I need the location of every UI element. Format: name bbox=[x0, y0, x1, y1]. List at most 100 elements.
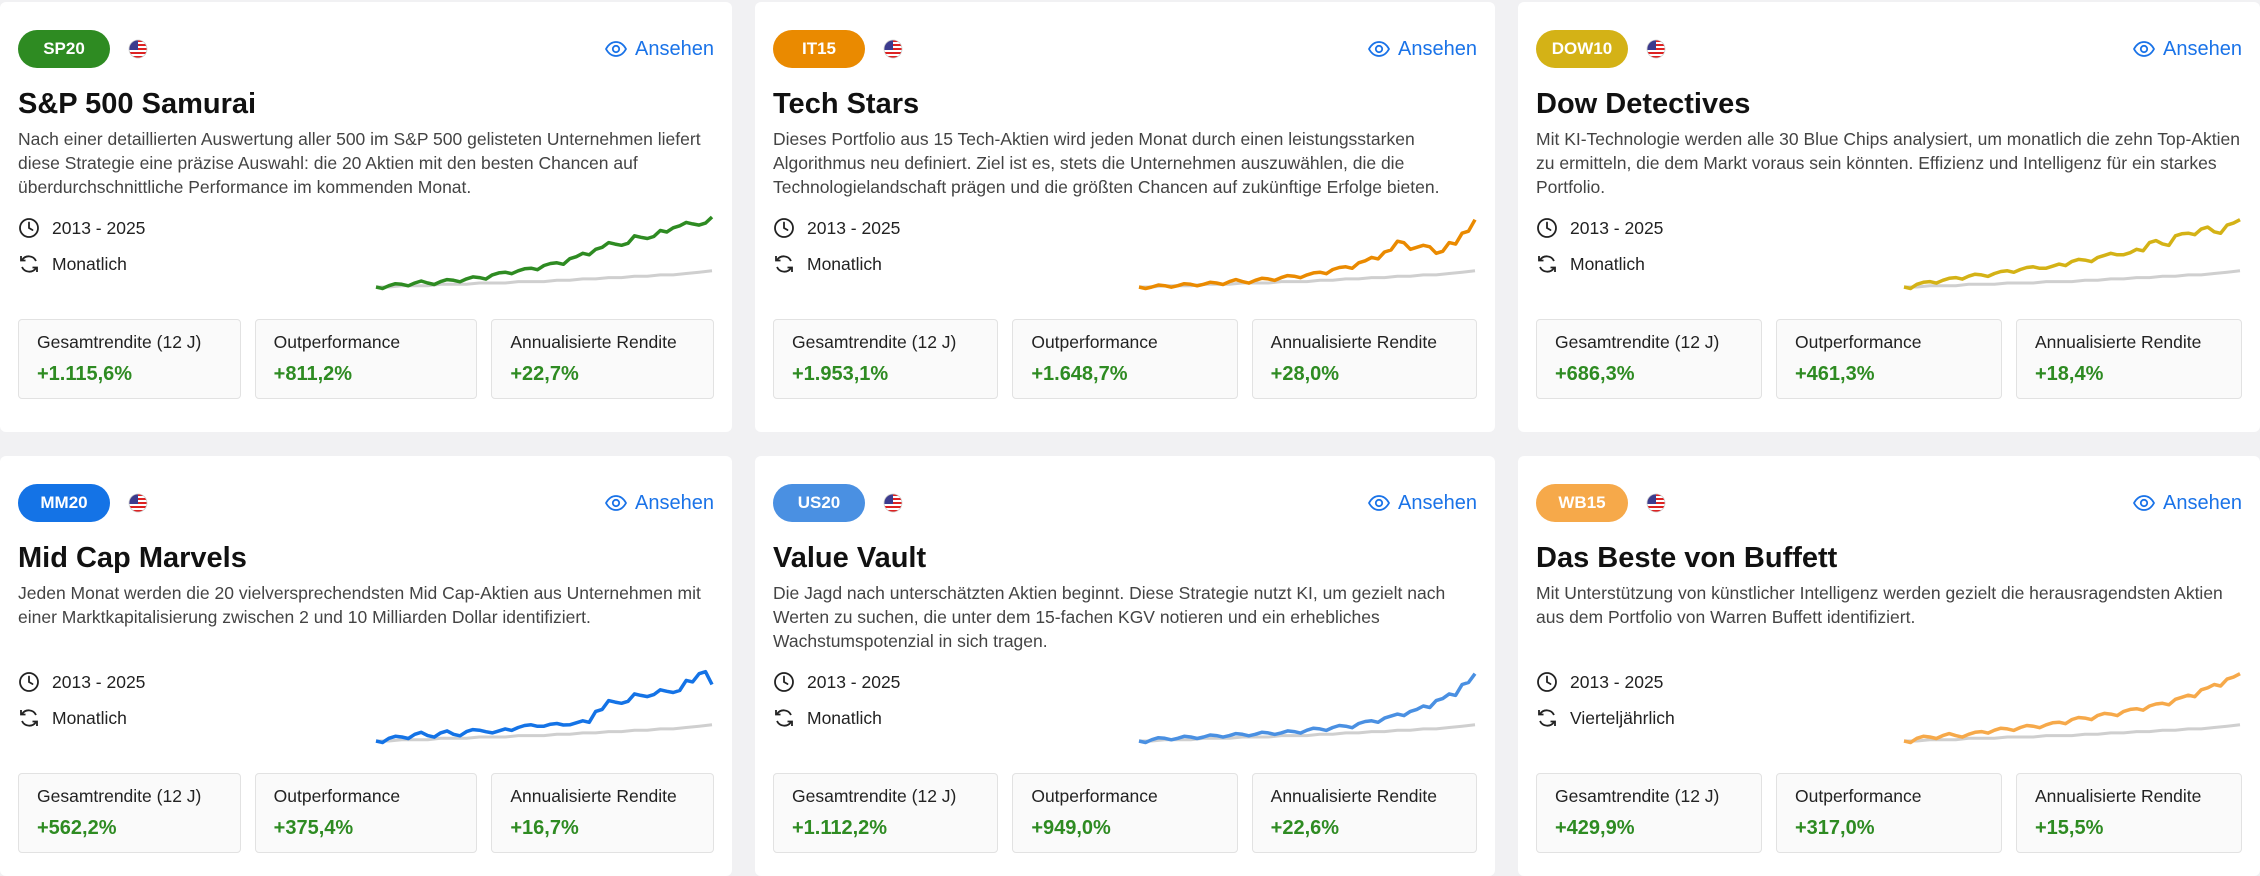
portfolio-description: Mit Unterstützung von künstlicher Intell… bbox=[1536, 583, 2223, 627]
stat-value: +15,5% bbox=[2035, 817, 2104, 839]
portfolio-line bbox=[1138, 218, 1477, 291]
view-button[interactable]: Ansehen bbox=[2133, 38, 2242, 61]
performance-sparkline bbox=[1138, 672, 1477, 745]
portfolio-badge: WB15 bbox=[1536, 484, 1628, 522]
stats-row: Gesamtrendite (12 J) +1.953,1% Outperfor… bbox=[773, 319, 1477, 399]
stat-total-return: Gesamtrendite (12 J) +1.953,1% bbox=[773, 319, 999, 399]
portfolio-description: Die Jagd nach unterschätzten Aktien begi… bbox=[773, 583, 1446, 651]
performance-sparkline bbox=[375, 215, 714, 291]
period-row: 2013 - 2025 bbox=[1536, 667, 2242, 697]
eye-icon bbox=[1368, 495, 1391, 511]
stats-row: Gesamtrendite (12 J) +686,3% Outperforma… bbox=[1536, 319, 2242, 399]
stat-annualized-return: Annualisierte Rendite +16,7% bbox=[491, 773, 715, 853]
stat-total-return: Gesamtrendite (12 J) +1.112,2% bbox=[773, 773, 999, 853]
stat-outperformance: Outperformance +317,0% bbox=[1776, 773, 2002, 853]
period-row: 2013 - 2025 bbox=[1536, 213, 2242, 243]
period-row: 2013 - 2025 bbox=[18, 667, 714, 697]
view-button[interactable]: Ansehen bbox=[605, 38, 714, 61]
stat-annualized-return: Annualisierte Rendite +22,7% bbox=[491, 319, 715, 399]
stat-label: Outperformance bbox=[273, 786, 401, 806]
portfolio-card-dow10: DOW10 Ansehen bbox=[1518, 2, 2260, 432]
stat-label: Annualisierte Rendite bbox=[2035, 332, 2202, 352]
card-header: IT15 Ansehen bbox=[773, 30, 1477, 68]
stat-label: Gesamtrendite (12 J) bbox=[37, 332, 202, 352]
stat-outperformance: Outperformance +1.648,7% bbox=[1012, 319, 1238, 399]
clock-icon bbox=[1537, 218, 1557, 238]
stat-label: Gesamtrendite (12 J) bbox=[1555, 786, 1720, 806]
stat-value: +686,3% bbox=[1555, 363, 1635, 385]
stat-value: +1.115,6% bbox=[37, 363, 133, 385]
portfolio-line bbox=[1138, 672, 1477, 745]
stat-outperformance: Outperformance +811,2% bbox=[254, 319, 478, 399]
us-flag-icon bbox=[1646, 493, 1666, 513]
frequency-row: Vierteljährlich bbox=[1536, 703, 2242, 733]
frequency-text: Monatlich bbox=[807, 707, 882, 728]
stat-total-return: Gesamtrendite (12 J) +1.115,6% bbox=[18, 319, 241, 399]
stat-label: Outperformance bbox=[1031, 786, 1158, 806]
clock-icon bbox=[19, 218, 39, 238]
portfolio-badge: SP20 bbox=[18, 30, 110, 68]
frequency-row: Monatlich bbox=[773, 703, 1477, 733]
period-row: 2013 - 2025 bbox=[773, 667, 1477, 697]
performance-sparkline bbox=[1138, 218, 1477, 291]
portfolio-title: S&P 500 Samurai bbox=[18, 88, 257, 120]
period-text: 2013 - 2025 bbox=[52, 217, 146, 238]
card-header: US20 Ansehen bbox=[773, 484, 1477, 522]
view-label: Ansehen bbox=[635, 491, 714, 514]
stat-value: +562,2% bbox=[37, 817, 117, 839]
performance-sparkline bbox=[375, 669, 714, 745]
view-button[interactable]: Ansehen bbox=[1368, 492, 1477, 515]
card-meta: 2013 - 2025 Monatlich bbox=[18, 667, 714, 757]
view-button[interactable]: Ansehen bbox=[2133, 492, 2242, 515]
portfolio-card-it15: IT15 Ansehen bbox=[755, 2, 1495, 432]
frequency-text: Vierteljährlich bbox=[1570, 707, 1675, 728]
stat-label: Annualisierte Rendite bbox=[1270, 786, 1438, 806]
stat-label: Annualisierte Rendite bbox=[1270, 332, 1438, 352]
eye-icon bbox=[605, 495, 628, 511]
portfolio-line bbox=[375, 215, 714, 291]
stat-total-return: Gesamtrendite (12 J) +562,2% bbox=[18, 773, 241, 853]
eye-icon bbox=[2133, 495, 2156, 511]
portfolio-line bbox=[1903, 218, 2241, 291]
us-flag-icon bbox=[883, 39, 903, 59]
card-header: WB15 Ansehen bbox=[1536, 484, 2242, 522]
stat-label: Outperformance bbox=[1795, 786, 1922, 806]
stat-total-return: Gesamtrendite (12 J) +429,9% bbox=[1536, 773, 1762, 853]
card-meta: 2013 - 2025 Vierteljährlich bbox=[1536, 667, 2242, 757]
eye-icon bbox=[2133, 41, 2156, 57]
frequency-row: Monatlich bbox=[18, 703, 714, 733]
benchmark-line bbox=[376, 723, 713, 743]
card-header: DOW10 Ansehen bbox=[1536, 30, 2242, 68]
portfolio-line bbox=[375, 669, 714, 745]
stat-label: Gesamtrendite (12 J) bbox=[792, 786, 957, 806]
stats-row: Gesamtrendite (12 J) +429,9% Outperforma… bbox=[1536, 773, 2242, 853]
view-button[interactable]: Ansehen bbox=[605, 492, 714, 515]
stat-annualized-return: Annualisierte Rendite +28,0% bbox=[1251, 319, 1477, 399]
stat-value: +375,4% bbox=[273, 817, 354, 839]
stat-outperformance: Outperformance +949,0% bbox=[1012, 773, 1238, 853]
stat-label: Gesamtrendite (12 J) bbox=[792, 332, 957, 352]
card-meta: 2013 - 2025 Monatlich bbox=[1536, 213, 2242, 303]
portfolio-description: Dieses Portfolio aus 15 Tech-Aktien wird… bbox=[773, 129, 1440, 197]
portfolio-title: Value Vault bbox=[773, 542, 927, 574]
stat-outperformance: Outperformance +375,4% bbox=[254, 773, 478, 853]
frequency-text: Monatlich bbox=[52, 707, 127, 728]
portfolio-description: Nach einer detaillierten Auswertung alle… bbox=[18, 129, 701, 197]
period-text: 2013 - 2025 bbox=[1570, 217, 1664, 238]
stat-value: +949,0% bbox=[1031, 817, 1111, 839]
portfolio-line bbox=[1903, 672, 2241, 745]
frequency-row: Monatlich bbox=[773, 249, 1477, 279]
period-text: 2013 - 2025 bbox=[807, 217, 901, 238]
stats-row: Gesamtrendite (12 J) +1.115,6% Outperfor… bbox=[18, 319, 715, 399]
view-button[interactable]: Ansehen bbox=[1368, 38, 1477, 61]
stats-row: Gesamtrendite (12 J) +1.112,2% Outperfor… bbox=[773, 773, 1477, 853]
stat-label: Outperformance bbox=[273, 332, 401, 352]
benchmark-line bbox=[376, 269, 713, 289]
stat-value: +317,0% bbox=[1795, 817, 1875, 839]
benchmark-line bbox=[1904, 723, 2241, 743]
portfolio-badge: US20 bbox=[773, 484, 865, 522]
stat-value: +22,6% bbox=[1270, 817, 1340, 839]
stat-outperformance: Outperformance +461,3% bbox=[1776, 319, 2002, 399]
period-text: 2013 - 2025 bbox=[1570, 671, 1664, 692]
